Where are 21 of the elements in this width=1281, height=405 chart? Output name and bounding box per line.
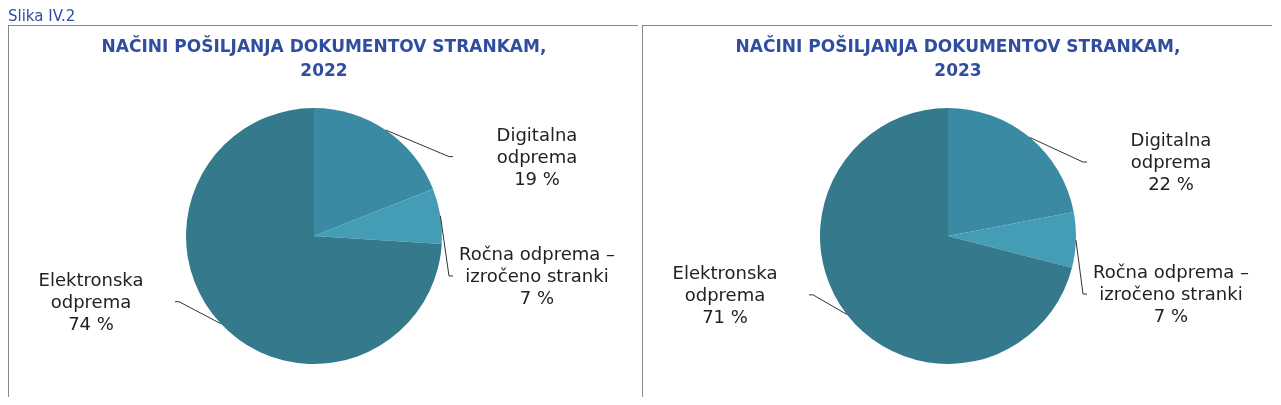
pie-slice bbox=[948, 108, 1074, 236]
pie-slice bbox=[314, 108, 434, 236]
chart-title: NAČINI POŠILJANJA DOKUMENTOV STRANKAM, 2022 bbox=[100, 34, 548, 82]
slice-label: Digitalna odprema bbox=[496, 123, 578, 167]
chart-title: NAČINI POŠILJANJA DOKUMENTOV STRANKAM, 2023 bbox=[734, 34, 1182, 82]
slice-label: Digitalna odprema bbox=[1130, 129, 1212, 173]
slice-label: Ročna odprema – izročeno stranki bbox=[1093, 261, 1249, 305]
data-label: 22 % bbox=[1148, 173, 1194, 195]
data-label: 71 % bbox=[702, 305, 748, 327]
slice-label: Elektronska odprema bbox=[38, 268, 144, 312]
pie-slice bbox=[314, 188, 442, 245]
pie-slice bbox=[820, 108, 1072, 364]
slice-label: Elektronska odprema bbox=[672, 261, 778, 305]
data-label: 7 % bbox=[519, 286, 555, 308]
pie-slice bbox=[186, 108, 442, 364]
data-label: 19 % bbox=[514, 167, 560, 189]
text: Slika IV.2 bbox=[8, 7, 76, 25]
pie-slice bbox=[948, 212, 1076, 268]
slice-label: Ročna odprema – izročeno stranki bbox=[459, 242, 615, 286]
data-label: 74 % bbox=[68, 312, 114, 334]
data-label: 7 % bbox=[1153, 305, 1189, 327]
